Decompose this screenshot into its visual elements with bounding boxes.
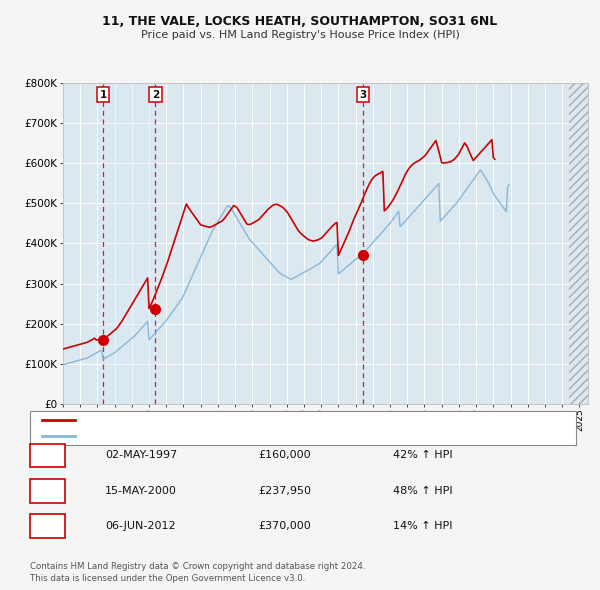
- Text: 2: 2: [152, 90, 159, 100]
- Text: 06-JUN-2012: 06-JUN-2012: [105, 522, 176, 531]
- Text: £160,000: £160,000: [258, 451, 311, 460]
- Text: 2: 2: [43, 484, 52, 497]
- Text: 3: 3: [359, 90, 367, 100]
- Text: Contains HM Land Registry data © Crown copyright and database right 2024.
This d: Contains HM Land Registry data © Crown c…: [30, 562, 365, 583]
- Text: £237,950: £237,950: [258, 486, 311, 496]
- Bar: [103, 83, 155, 404]
- Text: 15-MAY-2000: 15-MAY-2000: [105, 486, 177, 496]
- Text: 1: 1: [100, 90, 107, 100]
- Text: Price paid vs. HM Land Registry's House Price Index (HPI): Price paid vs. HM Land Registry's House …: [140, 30, 460, 40]
- Text: 1: 1: [43, 449, 52, 462]
- Text: 3: 3: [43, 520, 52, 533]
- Text: HPI: Average price, detached house, Fareham: HPI: Average price, detached house, Fare…: [81, 432, 298, 441]
- Text: 14% ↑ HPI: 14% ↑ HPI: [393, 522, 452, 531]
- Bar: [569, 83, 588, 404]
- Text: 11, THE VALE, LOCKS HEATH, SOUTHAMPTON, SO31 6NL: 11, THE VALE, LOCKS HEATH, SOUTHAMPTON, …: [103, 15, 497, 28]
- Text: 48% ↑ HPI: 48% ↑ HPI: [393, 486, 452, 496]
- Text: 11, THE VALE, LOCKS HEATH, SOUTHAMPTON, SO31 6NL (detached house): 11, THE VALE, LOCKS HEATH, SOUTHAMPTON, …: [81, 416, 434, 425]
- Text: 02-MAY-1997: 02-MAY-1997: [105, 451, 177, 460]
- Text: 42% ↑ HPI: 42% ↑ HPI: [393, 451, 452, 460]
- Text: £370,000: £370,000: [258, 522, 311, 531]
